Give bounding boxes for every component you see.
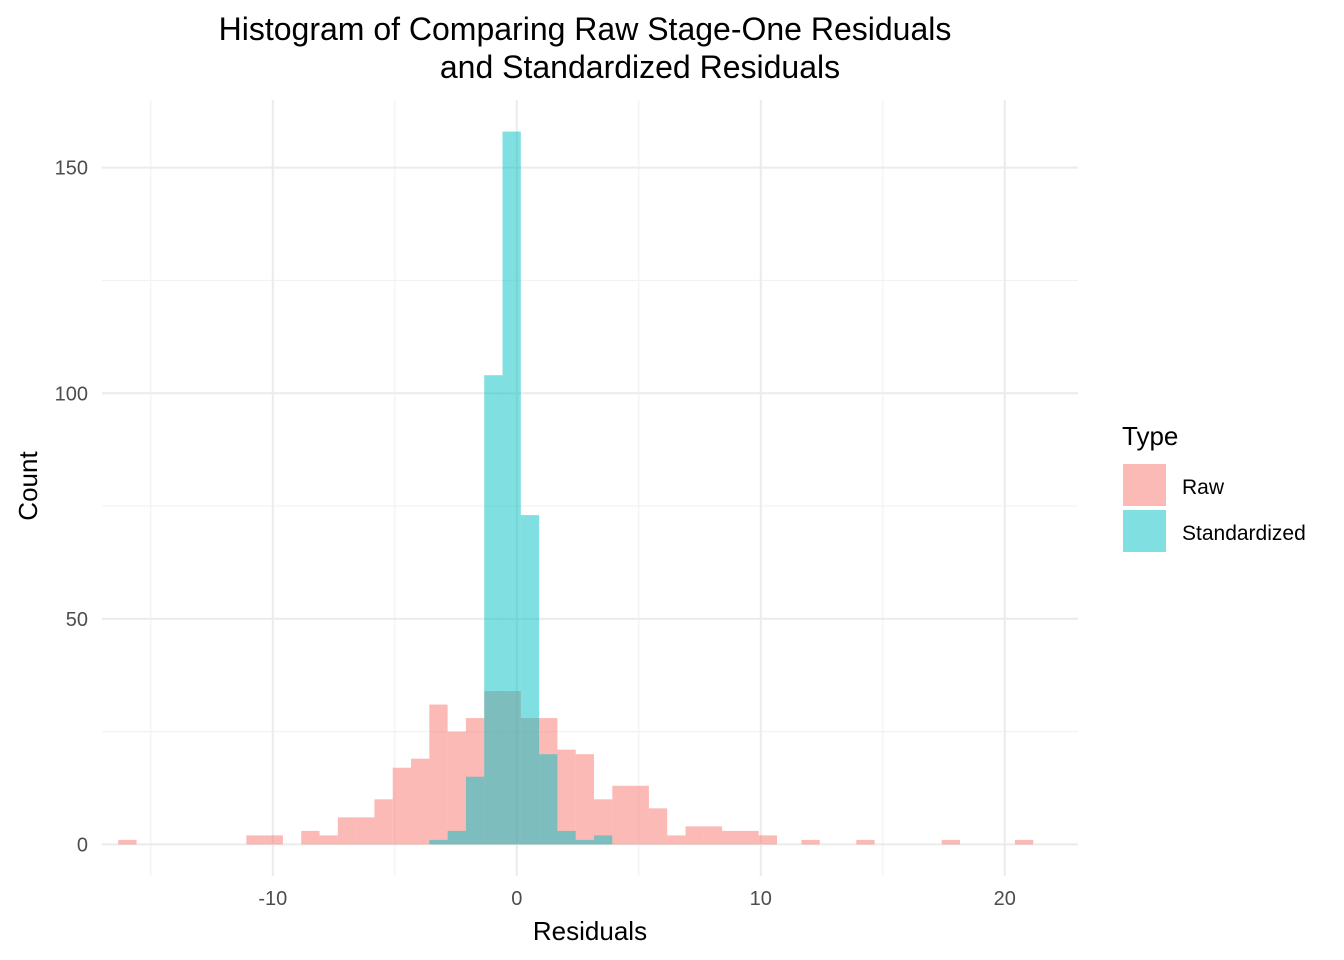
x-tick-label: 0 — [511, 888, 522, 910]
raw-histogram-bar — [801, 840, 819, 845]
raw-histogram-bar — [759, 835, 777, 844]
x-axis-title: Residuals — [533, 916, 647, 946]
raw-histogram-bar — [246, 835, 264, 844]
raw-histogram-bar — [265, 835, 283, 844]
x-tick-label: 10 — [750, 888, 772, 910]
raw-histogram-bar — [429, 705, 447, 845]
standardized-histogram-bar — [594, 835, 612, 844]
raw-histogram-bar — [686, 826, 704, 844]
y-tick-label: 150 — [55, 158, 88, 180]
legend-title: Type — [1122, 421, 1178, 451]
raw-histogram-bar — [411, 759, 429, 845]
standardized-histogram-bar — [484, 375, 502, 844]
x-tick-label: -10 — [258, 888, 287, 910]
raw-histogram-bar — [942, 840, 960, 845]
raw-histogram-bar — [722, 831, 740, 845]
standardized-histogram-bar — [448, 831, 466, 845]
raw-histogram-bar — [612, 786, 630, 845]
raw-histogram-bar — [448, 732, 466, 845]
legend-key-standardized — [1123, 510, 1166, 552]
raw-histogram-bar — [1015, 840, 1033, 845]
standardized-histogram-bar — [429, 840, 447, 845]
legend-label-standardized: Standardized — [1182, 522, 1306, 545]
standardized-histogram-bar — [557, 831, 575, 845]
y-axis-title: Count — [13, 451, 43, 521]
raw-histogram-bar — [557, 750, 575, 845]
x-tick-label: 20 — [994, 888, 1016, 910]
standardized-histogram-bar — [503, 132, 521, 845]
raw-histogram-bar — [649, 808, 667, 844]
raw-histogram-bar — [356, 817, 374, 844]
chart-title-line-1: Histogram of Comparing Raw Stage-One Res… — [219, 11, 952, 47]
raw-histogram-bar — [393, 768, 411, 845]
raw-histogram-bar — [667, 835, 685, 844]
chart-title-line-2: and Standardized Residuals — [440, 49, 840, 85]
standardized-histogram-bar — [521, 515, 539, 844]
raw-histogram-bar — [301, 831, 319, 845]
raw-histogram-bar — [704, 826, 722, 844]
raw-histogram-bar — [338, 817, 356, 844]
raw-histogram-bar — [856, 840, 874, 845]
raw-histogram-bar — [118, 840, 136, 845]
standardized-histogram-bar — [576, 840, 594, 845]
y-tick-label: 100 — [55, 383, 88, 405]
standardized-histogram-bar — [539, 754, 557, 844]
legend-label-raw: Raw — [1182, 476, 1225, 499]
raw-histogram-bar — [631, 786, 649, 845]
raw-histogram-bar — [320, 835, 338, 844]
standardized-histogram-bar — [466, 777, 484, 845]
y-tick-label: 0 — [77, 834, 88, 856]
raw-histogram-bar — [374, 799, 392, 844]
raw-histogram-bar — [576, 754, 594, 844]
raw-histogram-bar — [740, 831, 758, 845]
legend-key-raw — [1123, 464, 1166, 506]
y-tick-label: 50 — [66, 609, 88, 631]
